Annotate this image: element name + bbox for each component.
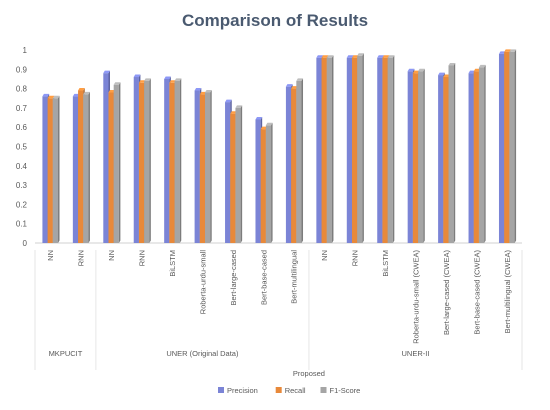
legend-label: Recall <box>285 386 306 395</box>
outer-group-label: Proposed <box>293 369 325 378</box>
x-category-label: Bert-base-cased <box>259 250 268 305</box>
x-category-label: Bert-base-cased (CWEA) <box>472 250 481 335</box>
chart-title: Comparison of Results <box>182 11 368 30</box>
y-tick-label: 0.1 <box>16 220 28 229</box>
bar-f1-score <box>235 105 243 244</box>
y-tick-label: 1 <box>23 46 28 55</box>
bar-f1-score <box>174 78 182 243</box>
y-tick-label: 0.8 <box>16 85 28 94</box>
bar-f1-score <box>326 55 334 243</box>
x-category-label: RNN <box>351 250 360 266</box>
bar-f1-score <box>52 95 60 243</box>
x-category-label: Bert-large-cased <box>229 250 238 305</box>
y-tick-label: 0.9 <box>16 65 28 74</box>
y-tick-label: 0.2 <box>16 200 28 209</box>
x-category-label: NN <box>107 250 116 261</box>
x-category-label: Bert-multilingual (CWEA) <box>503 250 512 334</box>
y-tick-label: 0.7 <box>16 104 28 113</box>
legend-label: Precision <box>227 386 258 395</box>
legend-swatch <box>275 387 282 393</box>
x-category-label: RNN <box>138 250 147 266</box>
x-category-label: NN <box>46 250 55 261</box>
x-category-label: BiLSTM <box>381 250 390 277</box>
bar-f1-score <box>265 122 273 243</box>
bar-f1-score <box>387 55 395 243</box>
y-tick-label: 0.3 <box>16 181 28 190</box>
y-tick-label: 0.4 <box>16 162 28 171</box>
y-tick-label: 0.6 <box>16 123 28 132</box>
bar-f1-score <box>357 53 364 243</box>
bar-f1-score <box>113 82 121 244</box>
bar-f1-score <box>144 78 151 243</box>
x-category-label: BiLSTM <box>168 250 177 277</box>
y-tick-label: 0.5 <box>16 143 28 152</box>
legend-item: F1-Score <box>320 386 361 395</box>
x-category-label: RNN <box>77 250 86 266</box>
bar-f1-score <box>478 64 486 244</box>
bar-f1-score <box>509 49 517 244</box>
bar-f1-score <box>205 89 212 244</box>
legend: Precision Recall F1-Score <box>218 386 360 395</box>
bars-layer <box>42 49 517 244</box>
group-label: MKPUCIT <box>49 349 83 358</box>
bar-f1-score <box>296 78 304 243</box>
legend-label: F1-Score <box>330 386 361 395</box>
group-labels: MKPUCIT UNER (Original Data) UNER-II Propos… <box>34 250 523 378</box>
group-label: UNER-II <box>402 349 430 358</box>
category-labels: NN RNN NN RNN BiLSTM Roberta-urdu-small Bert-l… <box>46 250 512 344</box>
group-label: UNER (Original Data) <box>166 349 239 358</box>
legend-item: Recall <box>275 386 306 395</box>
x-category-label: NN <box>320 250 329 261</box>
x-category-label: Roberta-urdu-small <box>198 250 207 315</box>
x-category-label: Bert-large-cased (CWEA) <box>442 250 451 336</box>
bar-f1-score <box>83 91 90 243</box>
y-tick-label: 0 <box>23 239 28 248</box>
legend-item: Precision <box>218 386 258 395</box>
x-category-label: Bert-multilingual <box>290 250 299 304</box>
bar-f1-score <box>418 68 425 243</box>
bar-f1-score <box>448 62 456 243</box>
legend-swatch <box>218 387 224 393</box>
legend-swatch <box>320 387 327 393</box>
x-category-label: Roberta-urdu-small (CWEA) <box>411 250 420 344</box>
